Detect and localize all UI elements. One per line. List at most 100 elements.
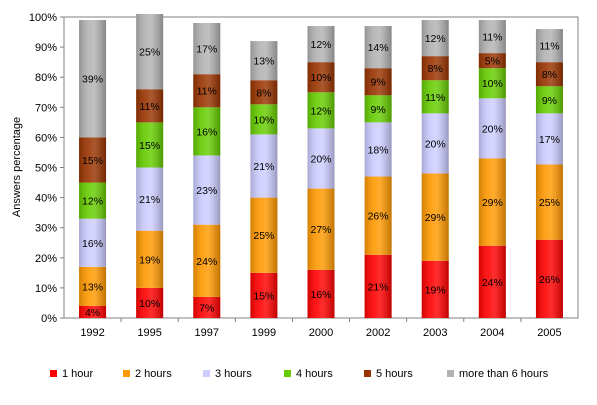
data-label: 5% [485,56,500,68]
bar-segment-shading [364,254,392,318]
y-axis: 0% 10% 20% 30% 40% 50% 60% 70% 80% 90% 100% [29,12,64,325]
data-label: 13% [82,281,103,293]
y-tick-label: 100% [29,12,57,24]
data-label: 10% [482,78,503,90]
data-label: 12% [310,105,331,117]
data-label: 26% [539,274,560,286]
legend-swatch [123,370,130,377]
data-label: 11% [140,101,160,113]
data-label: 15% [82,155,103,167]
x-tick-label: 1992 [80,327,104,339]
legend-label: 5 hours [376,368,413,380]
bar-segment-shading [535,113,563,165]
bar-segment-shading [478,245,506,318]
bar-segment-shading [250,80,278,105]
legend-swatch [203,370,210,377]
y-tick-label: 70% [35,102,57,114]
data-label: 25% [253,230,274,242]
legend-item: 4 hours [284,368,333,380]
y-tick-label: 50% [35,163,57,175]
data-label: 24% [482,277,503,289]
x-tick-label: 2003 [423,327,447,339]
data-label: 17% [196,44,217,56]
bar-segment-shading [193,224,221,297]
data-label: 23% [196,185,217,197]
x-tick-label: 2004 [480,327,504,339]
x-tick-label: 2002 [366,327,390,339]
bar-segment-shading [193,23,221,75]
bar-segment-shading [421,80,449,114]
y-tick-label: 30% [35,223,57,235]
data-label: 11% [539,41,559,53]
data-label: 19% [139,254,160,266]
data-label: 8% [428,63,443,75]
bar-segment-shading [535,86,563,114]
bar-segment-shading [364,26,392,69]
bar-segment-shading [193,155,221,225]
legend: 1 hour 2 hours 3 hours 4 hours 5 hours more t… [50,368,549,380]
bar-segment-shading [193,74,221,108]
bar-segment-shading [250,41,278,81]
data-label: 20% [425,138,446,150]
bar-segment-shading [79,266,107,306]
data-label: 16% [310,289,331,301]
y-tick-label: 10% [35,283,57,295]
data-label: 11% [482,32,502,44]
y-tick-label: 80% [35,72,57,84]
bar-segment-shading [535,29,563,63]
data-label: 9% [542,95,557,107]
legend-swatch [50,370,57,377]
data-label: 13% [253,56,274,68]
x-tick-label: 1995 [137,327,161,339]
data-label: 25% [539,197,560,209]
bar-segment-shading [421,113,449,174]
data-label: 20% [310,153,331,165]
bar-segment-shading [307,62,335,93]
data-label: 8% [542,69,557,81]
legend-label: more than 6 hours [459,368,549,380]
legend-swatch [284,370,291,377]
data-label: 12% [82,196,103,208]
y-tick-label: 90% [35,42,57,54]
data-label: 15% [253,290,274,302]
data-label: 14% [368,42,389,54]
bar-segment-shading [193,296,221,318]
data-label: 17% [539,134,560,146]
legend-label: 2 hours [135,368,172,380]
data-label: 39% [82,74,103,86]
x-tick-label: 1997 [195,327,219,339]
bar-segment-shading [364,68,392,96]
y-tick-label: 60% [35,132,57,144]
y-tick-label: 20% [35,253,57,265]
bar-segment-shading [478,53,506,69]
bar-segment-shading [478,158,506,246]
bar-segment-shading [193,107,221,156]
data-label: 16% [196,126,217,138]
data-label: 27% [310,224,331,236]
bar-segment-shading [136,13,164,90]
bar-segment-shading [478,20,506,54]
data-label: 24% [196,256,217,268]
x-axis: 1992 1995 1997 1999 2000 2002 2003 2004 2005 [80,318,562,339]
bar-segment-shading [307,128,335,189]
bar-segment-shading [421,260,449,318]
data-label: 29% [425,212,446,224]
data-label: 21% [253,161,274,173]
bar-segment-shading [79,20,107,138]
data-label: 10% [253,114,274,126]
data-label: 9% [371,104,386,116]
data-label: 15% [139,140,160,152]
bar-segment-shading [478,68,506,99]
legend-swatch [447,370,454,377]
bar-segment-shading [250,104,278,135]
bars: 4% 13% 16% 12% 15% 39% 10% 19% 21% 15% 11% 25% 7% 24%… [79,13,563,319]
bar-segment-shading [364,176,392,255]
bar-segment-shading [535,239,563,318]
bar-segment-shading [364,122,392,177]
y-tick-label: 40% [35,193,57,205]
bar-segment-shading [364,95,392,123]
legend-label: 3 hours [215,368,252,380]
bar-segment-shading [421,56,449,81]
data-label: 4% [85,307,100,319]
